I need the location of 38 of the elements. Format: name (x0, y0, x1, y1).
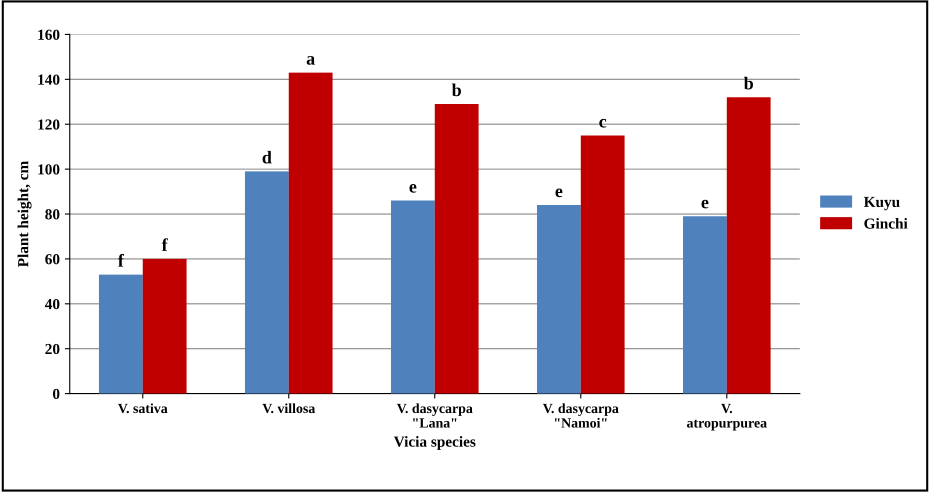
annotation: a (306, 56, 315, 65)
annotation: f (118, 254, 124, 267)
x-tick-label: V. sativa (118, 403, 168, 414)
y-tick-label: 160 (38, 30, 60, 40)
x-tick-label: V. atropurpurea (686, 404, 767, 430)
annotation: f (162, 238, 168, 251)
bar (682, 216, 727, 394)
annotation: e (555, 188, 562, 198)
annotation: b (744, 76, 753, 90)
bar (390, 200, 435, 394)
y-axis-title: Plant height, cm (18, 161, 32, 268)
x-tick-label: V. dasycarpa "Namoi" (542, 403, 619, 428)
annotation: d (262, 150, 272, 164)
y-tick-label: 80 (45, 209, 60, 220)
y-tick-label: 60 (45, 254, 60, 264)
legend-label: Kuyu (864, 196, 900, 210)
annotation: c (599, 118, 606, 128)
legend-label: Ginchi (864, 218, 908, 229)
annotation: b (452, 83, 461, 96)
x-axis-title: Vicia species (394, 436, 476, 450)
bar (288, 72, 333, 394)
bar (726, 97, 771, 394)
bar (580, 135, 625, 394)
bar (142, 258, 187, 394)
bar (434, 104, 479, 394)
y-tick-label: 120 (38, 119, 60, 130)
x-tick-label: V. dasycarpa "Lana" (396, 403, 473, 428)
bar (98, 274, 143, 394)
y-tick-label: 140 (38, 74, 60, 85)
y-tick-label: 100 (38, 164, 60, 175)
annotation: e (409, 184, 416, 193)
bar (244, 171, 289, 394)
y-tick-label: 0 (52, 388, 60, 400)
x-tick-label: V. villosa (262, 403, 316, 414)
y-tick-label: 40 (44, 298, 60, 310)
bar (536, 205, 581, 394)
annotation: e (702, 200, 708, 208)
y-tick-label: 20 (45, 344, 60, 354)
